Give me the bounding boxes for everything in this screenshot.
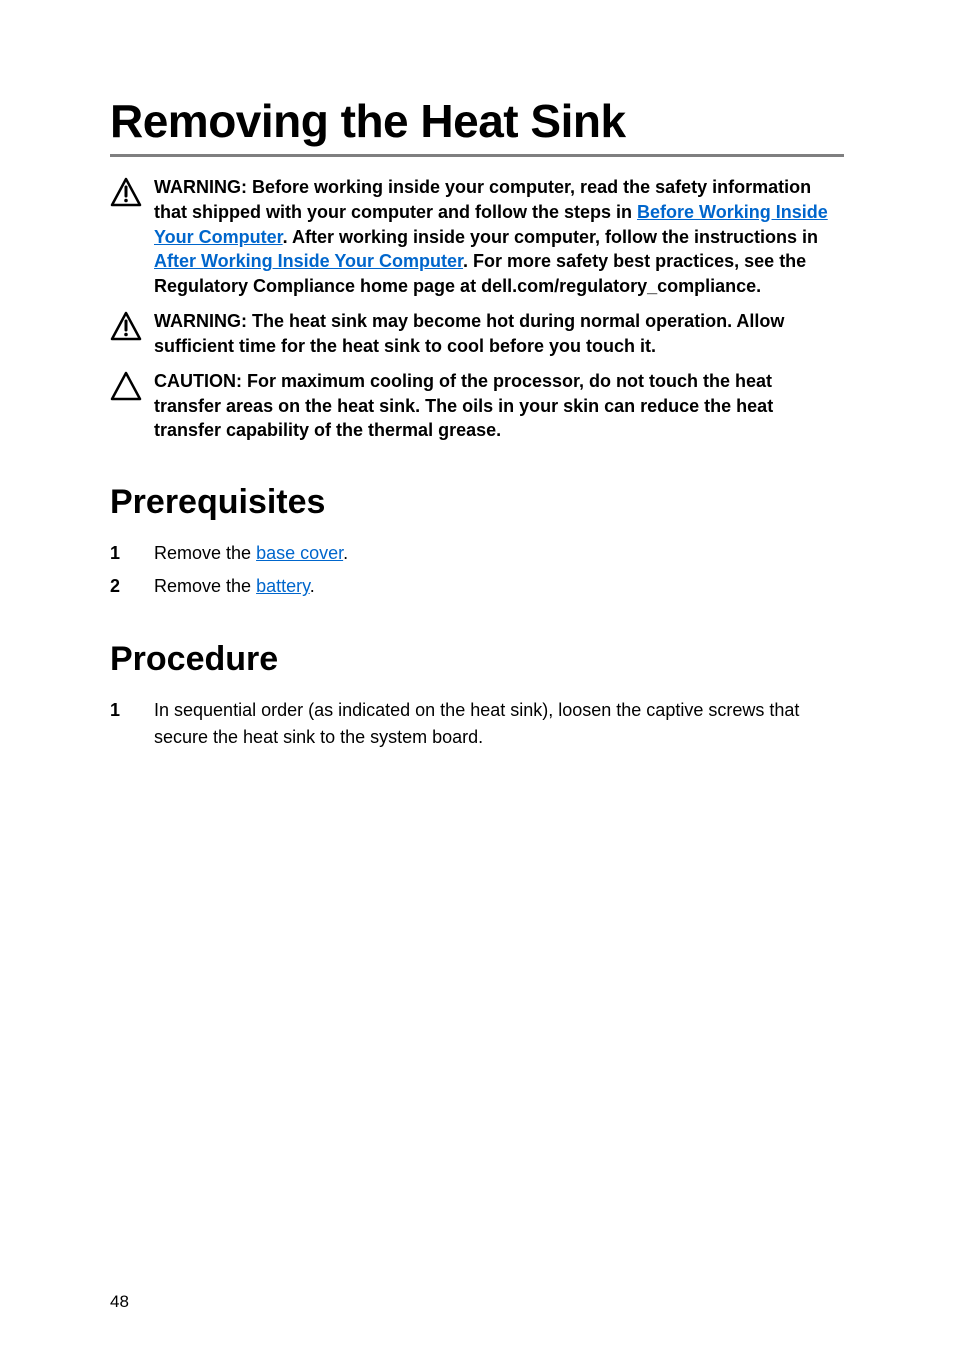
procedure-heading: Procedure	[110, 640, 844, 679]
step-number: 1	[110, 697, 154, 724]
callout-text: CAUTION: For maximum cooling of the proc…	[154, 369, 844, 443]
prerequisites-heading: Prerequisites	[110, 483, 844, 522]
warning-triangle-icon	[110, 177, 142, 207]
step-body: In sequential order (as indicated on the…	[154, 697, 844, 751]
callout-icon-col	[110, 369, 154, 401]
callout: CAUTION: For maximum cooling of the proc…	[110, 369, 844, 443]
page-title: Removing the Heat Sink	[110, 94, 844, 148]
prerequisites-item: 2Remove the battery.	[110, 573, 844, 600]
callout-icon-col	[110, 309, 154, 341]
cross-reference-link[interactable]: Before Working Inside Your Computer	[154, 202, 828, 247]
procedure-item: 1In sequential order (as indicated on th…	[110, 697, 844, 751]
procedure-list: 1In sequential order (as indicated on th…	[110, 697, 844, 751]
callout-label: CAUTION:	[154, 371, 247, 391]
document-page: Removing the Heat Sink WARNING: Before w…	[0, 0, 954, 1366]
callout: WARNING: The heat sink may become hot du…	[110, 309, 844, 359]
title-divider	[110, 154, 844, 157]
prerequisites-list: 1Remove the base cover.2Remove the batte…	[110, 540, 844, 600]
step-number: 2	[110, 573, 154, 600]
warning-triangle-icon	[110, 311, 142, 341]
callout-text: WARNING: Before working inside your comp…	[154, 175, 844, 299]
callout-label: WARNING:	[154, 177, 252, 197]
callouts-block: WARNING: Before working inside your comp…	[110, 175, 844, 443]
caution-triangle-icon	[110, 371, 142, 401]
step-number: 1	[110, 540, 154, 567]
callout-icon-col	[110, 175, 154, 207]
page-number: 48	[110, 1292, 129, 1312]
callout-label: WARNING:	[154, 311, 252, 331]
step-body: Remove the battery.	[154, 573, 844, 600]
callout: WARNING: Before working inside your comp…	[110, 175, 844, 299]
cross-reference-link[interactable]: After Working Inside Your Computer	[154, 251, 463, 271]
cross-reference-link[interactable]: base cover	[256, 543, 343, 563]
callout-text: WARNING: The heat sink may become hot du…	[154, 309, 844, 359]
cross-reference-link[interactable]: battery	[256, 576, 310, 596]
prerequisites-item: 1Remove the base cover.	[110, 540, 844, 567]
step-body: Remove the base cover.	[154, 540, 844, 567]
